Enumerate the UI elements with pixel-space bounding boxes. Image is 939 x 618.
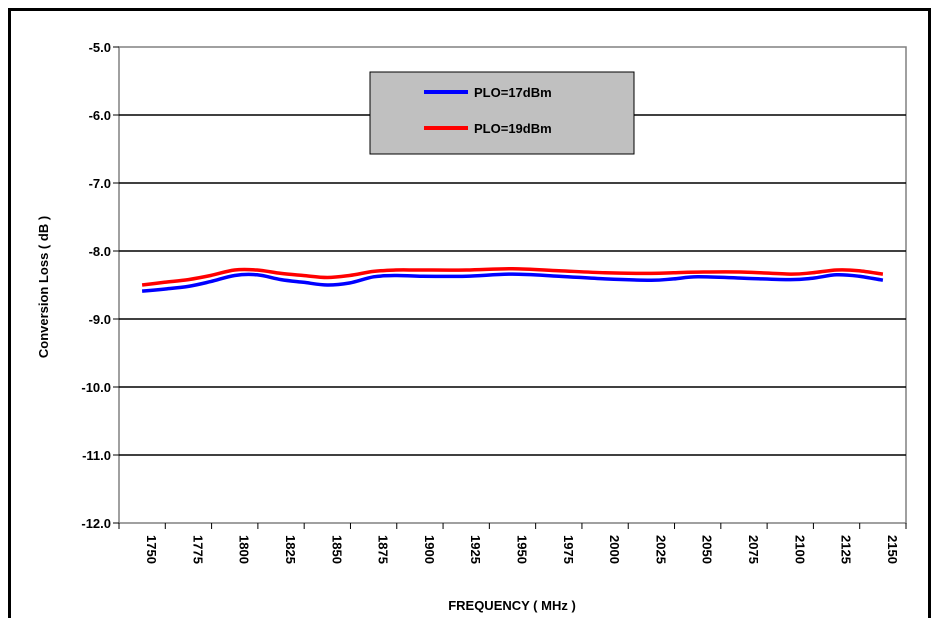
x-tick-label: 1975 (561, 535, 576, 564)
x-tick-label: 1800 (237, 535, 252, 564)
y-tick-label: -6.0 (89, 108, 111, 123)
legend-label-plo19: PLO=19dBm (474, 121, 552, 136)
x-tick-label: 2100 (792, 535, 807, 564)
x-tick-label: 1925 (468, 535, 483, 564)
x-tick-label: 1850 (329, 535, 344, 564)
x-axis-title: FREQUENCY ( MHz ) (448, 598, 576, 613)
legend-label-plo17: PLO=17dBm (474, 85, 552, 100)
x-tick-marks (118, 523, 907, 529)
y-tick-label: -10.0 (81, 380, 111, 395)
grid-lines (113, 46, 906, 524)
legend: PLO=17dBm PLO=19dBm (369, 71, 635, 155)
y-tick-label: -5.0 (89, 40, 111, 55)
y-tick-label: -12.0 (81, 516, 111, 531)
x-tick-label: 2000 (607, 535, 622, 564)
series-line-plo19 (141, 266, 884, 287)
y-tick-label: -8.0 (89, 244, 111, 259)
x-tick-label: 1775 (190, 535, 205, 564)
x-tick-label: 2150 (885, 535, 900, 564)
series-line-plo17 (141, 272, 884, 293)
y-tick-label: -11.0 (82, 448, 111, 463)
y-tick-labels: -5.0 -6.0 -7.0 -8.0 -9.0 -10.0 -11.0 -12.0 (81, 40, 111, 531)
series-lines (141, 266, 884, 293)
x-tick-label: 1875 (376, 535, 391, 564)
x-tick-label: 2075 (746, 535, 761, 564)
outer-frame-border (8, 8, 931, 618)
x-tick-labels: 1750 1775 1800 1825 1850 1875 1900 1925 1950 1975… (144, 535, 900, 564)
x-tick-label: 1900 (422, 535, 437, 564)
x-tick-label: 1750 (144, 535, 159, 564)
legend-box (369, 71, 635, 155)
x-tick-label: 1825 (283, 535, 298, 564)
y-tick-label: -9.0 (89, 312, 111, 327)
x-tick-label: 2050 (700, 535, 715, 564)
y-tick-label: -7.0 (89, 176, 111, 191)
x-tick-label: 2125 (839, 535, 854, 564)
x-tick-label: 1950 (515, 535, 530, 564)
x-tick-label: 2025 (653, 535, 668, 564)
y-axis-title: Conversion Loss ( dB ) (36, 216, 51, 358)
